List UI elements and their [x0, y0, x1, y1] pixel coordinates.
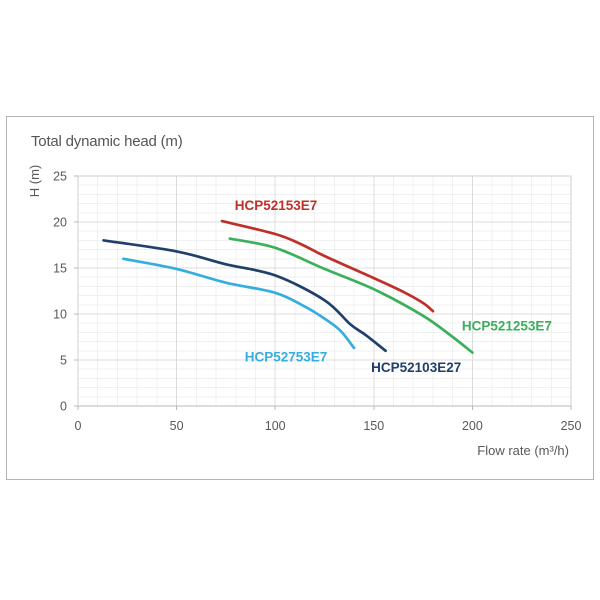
chart-panel: Total dynamic head (m) H (m) 0 50 100 150 20…: [6, 116, 594, 480]
y-tick-label: 0: [60, 400, 67, 414]
y-tick-label: 10: [53, 308, 67, 322]
chart-title: Total dynamic head (m): [31, 133, 183, 150]
x-tick-label: 50: [170, 419, 184, 433]
y-tick-label: 25: [53, 170, 67, 184]
x-tick-label: 150: [363, 419, 384, 433]
chart-canvas: 0 50 100 150 200 250 0 5 10 15 20 25 HCP52153E7 HCP52…: [53, 170, 582, 434]
x-axis-title: Flow rate (m³/h): [477, 443, 569, 458]
x-tick-label: 100: [265, 419, 286, 433]
y-tick-label: 5: [60, 354, 67, 368]
x-tick-label: 0: [75, 419, 82, 433]
x-tick-label: 250: [561, 419, 582, 433]
series-label-HCP521253E7: HCP521253E7: [462, 318, 552, 333]
series-line-HCP52103E27: [102, 239, 387, 353]
plot-border: [77, 175, 572, 407]
series-label-HCP52153E7: HCP52153E7: [235, 198, 318, 213]
series-label-HCP52103E27: HCP52103E27: [371, 360, 461, 375]
series-line-HCP52753E7: [122, 257, 356, 350]
x-tick-label: 200: [462, 419, 483, 433]
series-label-HCP52753E7: HCP52753E7: [245, 350, 328, 365]
y-tick-label: 15: [53, 262, 67, 276]
y-tick-label: 20: [53, 216, 67, 230]
series-line-HCP52153E7: [220, 219, 435, 313]
series-line-HCP521253E7: [228, 237, 474, 354]
